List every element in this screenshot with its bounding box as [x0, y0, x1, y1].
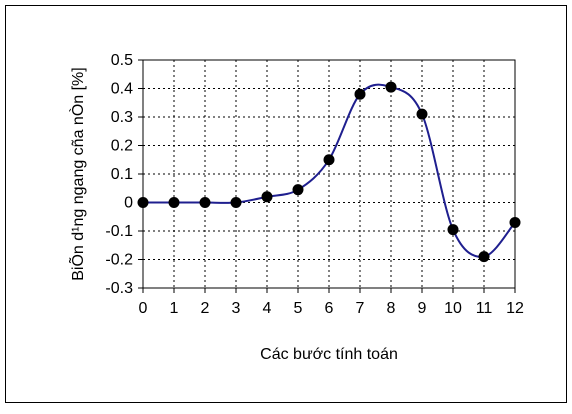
y-tick-label: 0.4: [111, 81, 133, 98]
y-tick-label: -0.3: [105, 280, 133, 297]
y-tick-label: 0.1: [111, 166, 133, 183]
data-point-marker: [478, 251, 490, 263]
data-point-marker: [199, 197, 211, 208]
tick-layer: 0 1 2 3 4 5 6 7 8 9 10 11 120.50.40.30.20.10-0.1-0.2…: [105, 52, 524, 317]
grid-layer: [143, 60, 515, 288]
data-point-marker: [230, 197, 242, 208]
x-tick-label: 6: [325, 300, 334, 317]
x-tick-label: 7: [356, 300, 365, 317]
data-point-marker: [354, 88, 366, 100]
x-tick-label: 9: [418, 300, 427, 317]
x-tick-label: 3: [232, 300, 241, 317]
data-point-marker: [292, 184, 304, 196]
x-tick-label: 0: [139, 300, 148, 317]
x-tick-label: 8: [387, 300, 396, 317]
data-point-marker: [509, 216, 521, 228]
data-point-marker: [261, 191, 273, 203]
y-axis-label: BiÕn d¹ng ngang cña nÒn [%]: [67, 67, 87, 280]
data-point-marker: [416, 108, 428, 120]
x-tick-label: 12: [506, 300, 524, 317]
data-point-marker: [447, 224, 459, 236]
y-tick-label: 0.2: [111, 138, 133, 155]
x-tick-label: 11: [476, 300, 493, 317]
label-layer: Các bước tính toán BiÕn d¹ng ngang cña n…: [67, 67, 398, 363]
x-tick-label: 2: [201, 300, 210, 317]
y-tick-label: 0.5: [111, 52, 133, 69]
x-tick-label: 5: [294, 300, 303, 317]
data-point-marker: [385, 81, 397, 93]
series-layer: [137, 81, 521, 263]
y-tick-label: -0.1: [105, 223, 133, 240]
x-tick-label: 10: [444, 300, 462, 317]
y-tick-label: -0.2: [105, 252, 133, 269]
x-tick-label: 1: [170, 300, 179, 317]
x-axis-label: Các bước tính toán: [260, 346, 398, 363]
data-point-marker: [323, 154, 335, 166]
data-point-marker: [137, 197, 149, 208]
y-tick-label: 0: [124, 195, 133, 212]
x-tick-label: 4: [263, 300, 272, 317]
chart-outer-border: [5, 5, 567, 403]
data-point-marker: [168, 197, 180, 208]
y-tick-label: 0.3: [111, 109, 133, 126]
